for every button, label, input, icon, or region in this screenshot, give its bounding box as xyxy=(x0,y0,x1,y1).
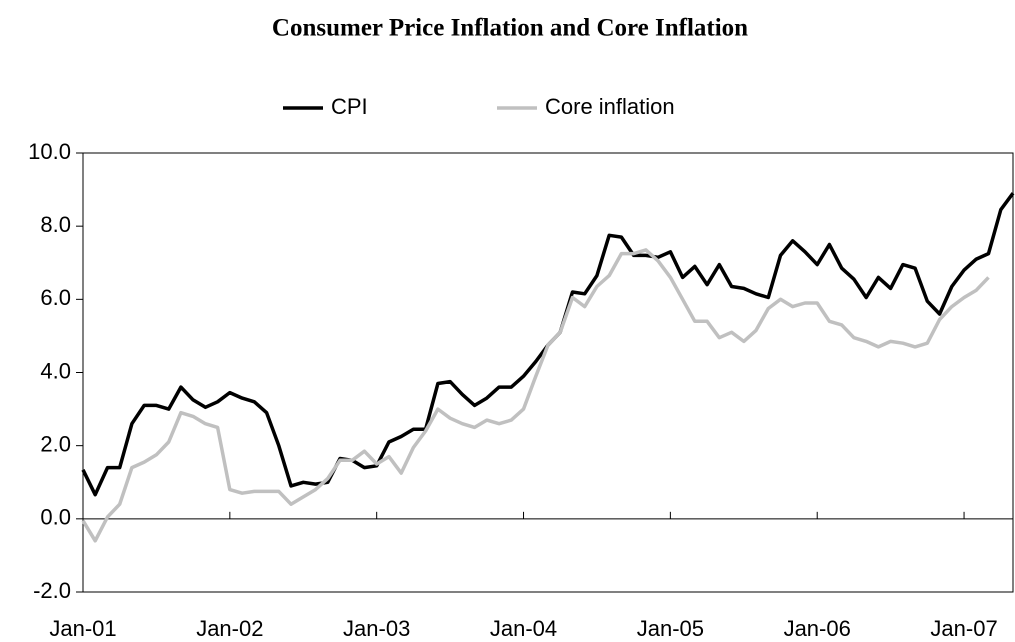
x-tick-label: Jan-02 xyxy=(196,616,263,641)
x-tick-label: Jan-03 xyxy=(343,616,410,641)
y-tick-label: 0.0 xyxy=(40,505,71,530)
x-tick-label: Jan-04 xyxy=(490,616,557,641)
y-tick-label: 6.0 xyxy=(40,285,71,310)
chart-title: Consumer Price Inflation and Core Inflat… xyxy=(272,15,748,42)
legend-label: CPI xyxy=(331,94,368,119)
series-line xyxy=(81,248,990,543)
y-tick-label: 10.0 xyxy=(28,139,71,164)
y-tick-label: 2.0 xyxy=(40,431,71,456)
x-tick-label: Jan-07 xyxy=(930,616,997,641)
x-tick-label: Jan-05 xyxy=(637,616,704,641)
y-tick-label: 4.0 xyxy=(40,358,71,383)
y-tick-label: -2.0 xyxy=(33,578,71,603)
plot-frame xyxy=(82,152,1014,593)
x-tick-label: Jan-01 xyxy=(49,616,116,641)
y-tick-label: 8.0 xyxy=(40,212,71,237)
legend-label: Core inflation xyxy=(545,94,675,119)
x-tick-label: Jan-06 xyxy=(784,616,851,641)
